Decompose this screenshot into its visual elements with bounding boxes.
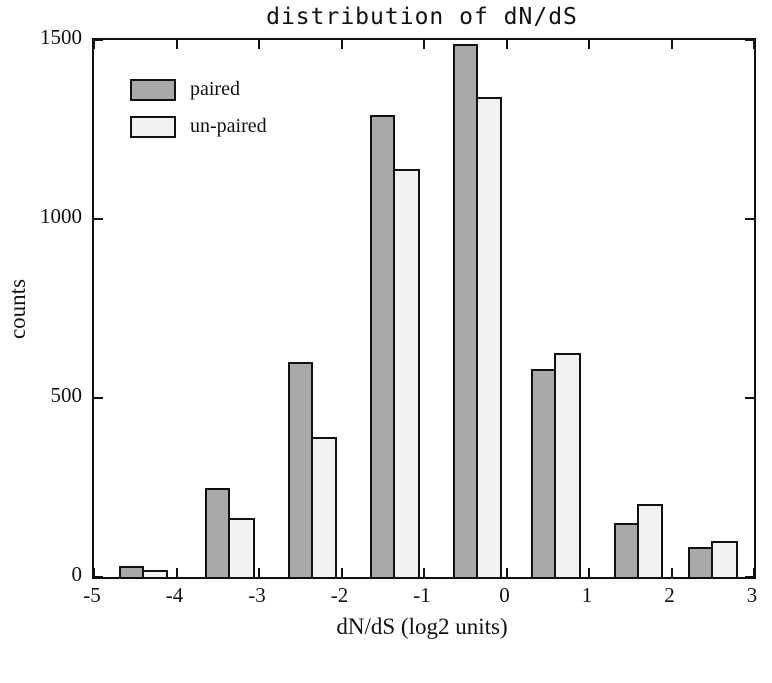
bar-unpaired: [475, 97, 503, 577]
x-tick-label: -2: [330, 583, 349, 607]
legend-label-paired: paired: [190, 78, 240, 100]
bar-paired: [613, 523, 639, 577]
bar-unpaired: [228, 517, 255, 577]
y-tick-label: 1500: [40, 25, 82, 49]
x-tick-mark: [423, 568, 425, 577]
x-tick-mark: [753, 40, 755, 49]
legend: paired un-paired: [130, 78, 267, 152]
bar-paired: [118, 566, 144, 577]
legend-swatch-paired: [130, 78, 176, 101]
bar-unpaired: [710, 541, 738, 577]
bar-paired: [370, 115, 396, 577]
x-tick-mark: [93, 568, 95, 577]
x-tick-mark: [588, 40, 590, 49]
x-tick-mark: [258, 568, 260, 577]
x-tick-mark: [505, 568, 508, 577]
x-tick-label: 3: [746, 583, 758, 607]
bar-paired: [688, 546, 713, 577]
bar-paired: [287, 362, 313, 577]
y-tick-mark: [745, 39, 754, 41]
bar-paired: [531, 369, 556, 577]
bar-unpaired: [554, 353, 581, 577]
y-tick-mark: [94, 39, 103, 41]
legend-item-unpaired: un-paired: [130, 115, 267, 138]
bar-unpaired: [393, 168, 420, 577]
y-tick-mark: [745, 397, 754, 399]
x-tick-mark: [175, 40, 178, 49]
bar-unpaired: [636, 503, 664, 577]
x-tick-mark: [423, 40, 425, 49]
x-tick-mark: [175, 568, 178, 577]
bar-paired: [452, 43, 478, 577]
legend-item-paired: paired: [130, 78, 267, 101]
x-tick-mark: [340, 568, 343, 577]
x-tick-mark: [340, 40, 343, 49]
legend-label-unpaired: un-paired: [190, 115, 267, 137]
x-tick-label: -5: [83, 583, 101, 607]
x-tick-label: 2: [664, 583, 675, 607]
x-tick-mark: [93, 40, 95, 49]
y-tick-mark: [94, 397, 103, 399]
bar-paired: [205, 487, 231, 577]
y-tick-mark: [745, 218, 754, 220]
x-tick-label: 1: [581, 583, 593, 607]
chart-title: distribution of dN/dS: [266, 4, 578, 30]
x-tick-label: -4: [165, 583, 184, 607]
legend-swatch-unpaired: [130, 115, 176, 138]
bar-unpaired: [141, 569, 169, 577]
plot-area: paired un-paired: [92, 38, 756, 579]
x-tick-mark: [505, 40, 508, 49]
y-tick-mark: [94, 218, 103, 220]
y-tick-mark: [745, 576, 754, 578]
y-tick-label: 0: [71, 562, 83, 586]
y-tick-label: 1000: [40, 204, 82, 228]
bar-unpaired: [310, 437, 338, 577]
x-axis-label: dN/dS (log2 units): [336, 614, 508, 639]
x-tick-mark: [670, 568, 673, 577]
y-tick-mark: [94, 576, 103, 578]
x-tick-mark: [588, 568, 590, 577]
x-tick-label: 0: [499, 583, 510, 607]
x-tick-mark: [670, 40, 673, 49]
x-tick-mark: [753, 568, 755, 577]
y-tick-label: 500: [50, 383, 83, 407]
x-tick-label: -3: [248, 583, 266, 607]
x-tick-label: -1: [413, 583, 431, 607]
x-tick-mark: [258, 40, 260, 49]
